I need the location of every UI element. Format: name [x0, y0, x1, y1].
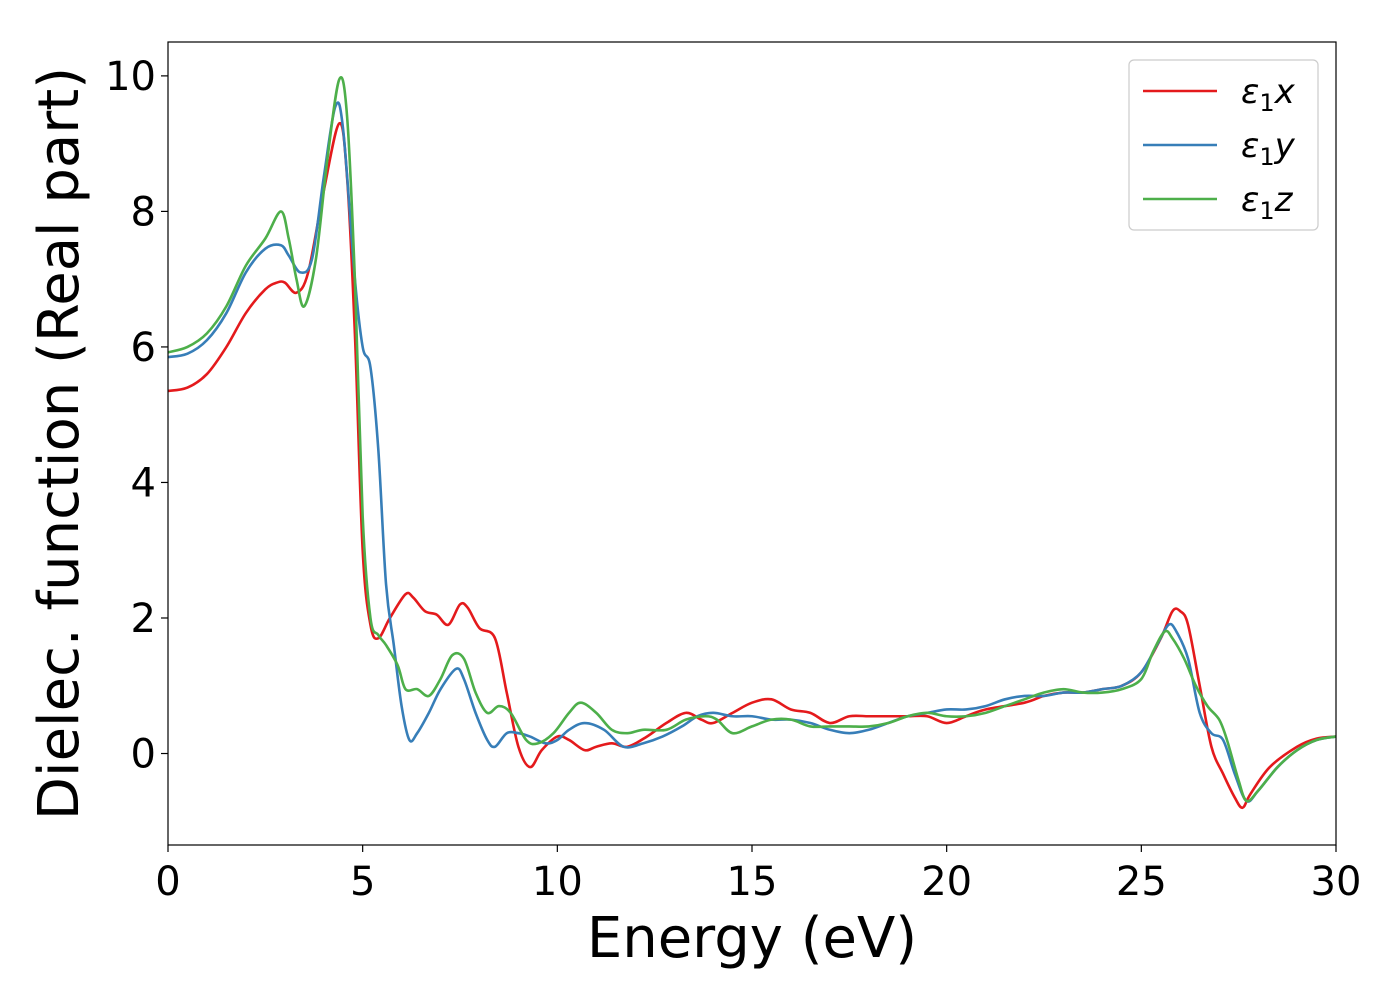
y-tick-label: 8 [131, 189, 156, 235]
legend-label: ε1z [1241, 180, 1294, 225]
y-tick-label: 10 [105, 54, 156, 100]
legend-label: ε1y [1241, 126, 1296, 171]
x-tick-label: 30 [1311, 859, 1362, 905]
y-axis-ticks: 0 2 4 6 8 10 [105, 54, 168, 778]
series-layer [168, 76, 1336, 810]
x-tick-label: 0 [155, 859, 180, 905]
x-tick-label: 10 [532, 859, 583, 905]
y-tick-label: 0 [131, 732, 156, 778]
x-tick-label: 25 [1116, 859, 1167, 905]
legend-label: ε1x [1241, 72, 1296, 117]
y-tick-label: 2 [131, 596, 156, 642]
x-tick-label: 20 [921, 859, 972, 905]
x-axis-title: Energy (eV) [587, 906, 917, 971]
legend: ε1x ε1y ε1z [1128, 59, 1319, 231]
x-tick-label: 5 [350, 859, 375, 905]
y-tick-label: 4 [131, 460, 156, 506]
legend-box [1128, 59, 1319, 231]
x-tick-label: 15 [727, 859, 778, 905]
y-tick-label: 6 [131, 325, 156, 371]
x-axis-ticks: 0 5 10 15 20 25 30 [155, 845, 1361, 905]
series-line-z [168, 76, 1336, 803]
y-axis-title: Dielec. function (Real part) [27, 67, 92, 820]
